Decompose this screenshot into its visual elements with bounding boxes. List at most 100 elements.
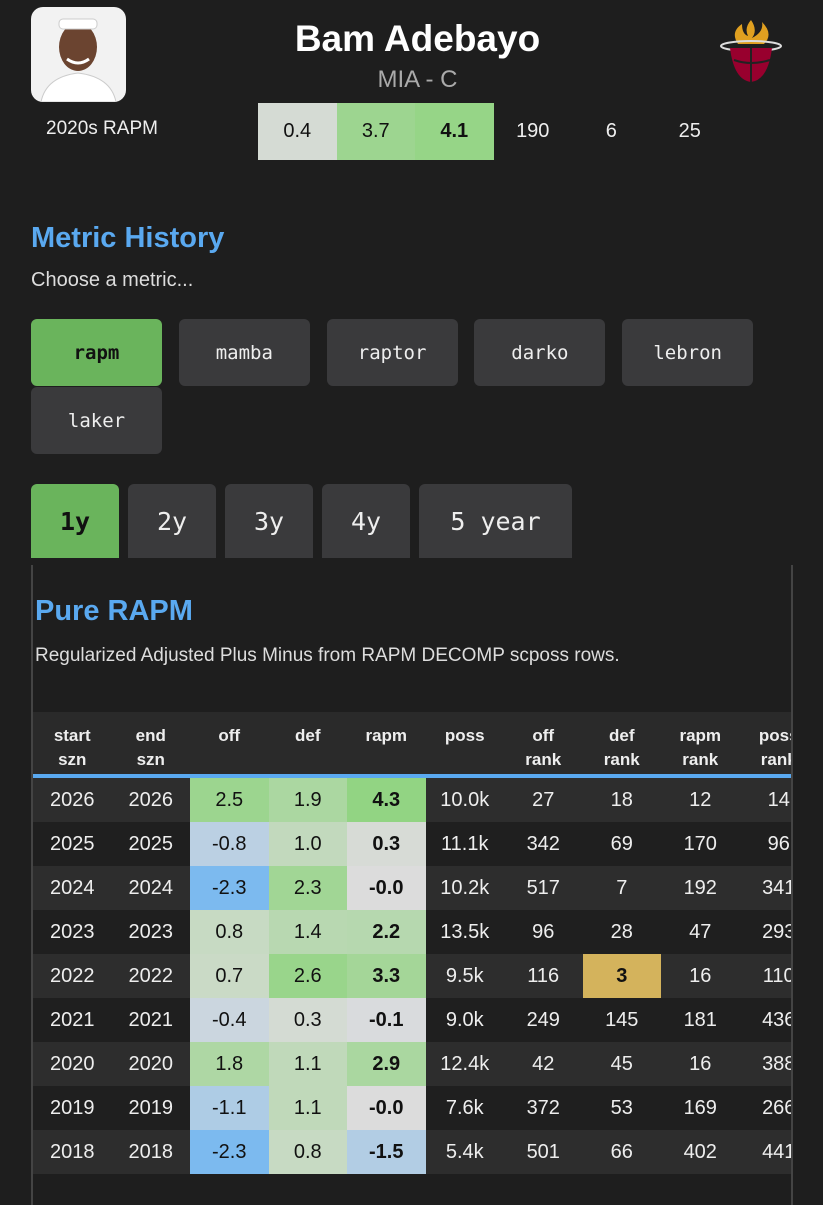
table-cell: 192 [683, 876, 717, 899]
table-cell: 2025 [50, 832, 95, 855]
table-cell: -2.3 [190, 1130, 269, 1174]
header-line: off [218, 726, 241, 745]
period-tab[interactable]: 4y [322, 484, 410, 558]
table-cell: 9.5k [445, 964, 484, 987]
table-cell: -0.8 [190, 822, 269, 866]
header-line: start [53, 726, 91, 745]
table-cell: 27 [532, 788, 555, 811]
table-title: Pure RAPM [35, 595, 193, 627]
table-cell: 266 [762, 1096, 793, 1119]
table-cell: 7.6k [445, 1096, 484, 1119]
header-row: start szn end szn off def rapm poss off rank def ra… [33, 712, 791, 778]
table: start szn end szn off def rapm poss off rank def ra… [33, 712, 793, 1174]
table-row: 2019 2019 -1.1 1.1 -0.0 7.6k 372 53 169 266 [33, 1086, 793, 1130]
table-cell: 2.3 [268, 866, 347, 910]
table-cell: 12 [689, 788, 712, 811]
table-cell: 2022 [128, 964, 174, 987]
column-header: off [190, 712, 269, 774]
table-cell: 53 [610, 1096, 633, 1119]
table-cell: 2019 [50, 1096, 95, 1119]
table-cell: 402 [683, 1140, 717, 1163]
player-name: Bam Adebayo [294, 18, 541, 59]
header-line: off [532, 726, 555, 745]
table-cell: 5.4k [445, 1140, 484, 1163]
table-cell: 2025 [128, 832, 174, 855]
header-line: rank [760, 750, 791, 769]
table-row: 2023 2023 0.8 1.4 2.2 13.5k 96 28 47 293 [33, 910, 793, 954]
table-cell: 2023 [50, 920, 95, 943]
table-cell: 2021 [128, 1008, 174, 1031]
table-cell: 10.2k [440, 876, 490, 899]
period-tab[interactable]: 3y [225, 484, 313, 558]
table-cell: -0.1 [347, 998, 426, 1042]
table-cell: 116 [527, 964, 560, 987]
table-cell: 47 [689, 920, 712, 943]
table-cell: 2026 [50, 788, 95, 811]
table-cell: 2021 [50, 1008, 95, 1031]
summary-cell: 3.7 [336, 103, 415, 160]
summary-cell: 0.4 [258, 103, 337, 160]
metric-button[interactable]: mamba [178, 319, 310, 386]
table-cell: 28 [610, 920, 633, 943]
table-cell: 12.4k [440, 1052, 490, 1075]
header-line: rapm [679, 726, 722, 745]
metric-button[interactable]: rapm [31, 319, 162, 386]
table-cell: 1.1 [268, 1086, 347, 1130]
table-cell: 0.8 [268, 1130, 347, 1174]
column-header: end szn [112, 712, 191, 774]
table-cell: 13.5k [440, 920, 490, 943]
column-header: poss rank [740, 712, 791, 774]
period-tab[interactable]: 1y [31, 484, 119, 558]
header-line: rank [682, 750, 719, 769]
table-row: 2022 2022 0.7 2.6 3.3 9.5k 116 3 16 110 [33, 954, 791, 998]
table-cell: 517 [526, 876, 560, 899]
table-cell: 0.3 [268, 998, 347, 1042]
column-header: def rank [583, 712, 662, 774]
table-row: 2024 2024 -2.3 2.3 -0.0 10.2k 517 7 192 341 [33, 866, 791, 910]
table-cell: 2023 [128, 920, 174, 943]
prompt: Choose a metric... [31, 269, 194, 291]
metric-button[interactable]: laker [31, 387, 162, 454]
table-cell: 372 [526, 1096, 560, 1119]
table-cell: 0.3 [347, 822, 426, 866]
table-cell: 1.9 [268, 778, 347, 822]
summary-label: 2020s RAPM [46, 118, 158, 139]
table-cell: 170 [683, 832, 717, 855]
period-tab[interactable]: 5 year [419, 484, 572, 558]
table-row: 2020 2020 1.8 1.1 2.9 12.4k 42 45 16 388 [33, 1042, 791, 1086]
table-cell: -1.5 [347, 1130, 426, 1174]
table-row: 2025 2025 -0.8 1.0 0.3 11.1k 342 69 170 96 [33, 822, 791, 866]
section-title: Metric History [31, 222, 225, 254]
table-cell: 45 [610, 1052, 633, 1075]
column-header: rapm [347, 712, 426, 774]
table-cell: 501 [526, 1140, 560, 1163]
column-header: off rank [504, 712, 583, 774]
table-cell: 2018 [128, 1140, 174, 1163]
table-cell: 7 [616, 876, 628, 899]
table-cell: 2.9 [347, 1042, 426, 1086]
table-cell: 66 [610, 1140, 633, 1163]
table-cell: 16 [689, 964, 712, 987]
table-cell: -1.1 [190, 1086, 269, 1130]
table-cell: 2.6 [268, 954, 347, 998]
team-position: MIA - C [377, 66, 458, 93]
table-cell: 96 [532, 920, 555, 943]
metric-button[interactable]: raptor [326, 319, 458, 386]
table-cell: 1.8 [190, 1042, 269, 1086]
table-cell: -0.0 [347, 866, 426, 910]
table-cell: 293 [762, 920, 793, 943]
table-cell: 145 [605, 1008, 639, 1031]
table-cell: 169 [683, 1096, 717, 1119]
table-row: 2026 2026 2.5 1.9 4.3 10.0k 27 18 12 14 [33, 778, 791, 822]
table-cell: 10.0k [440, 788, 490, 811]
summary-cell: 4.1 [415, 103, 494, 160]
metric-button[interactable]: darko [474, 319, 606, 386]
table-cell: 2020 [128, 1052, 174, 1075]
metric-button[interactable]: lebron [622, 319, 754, 386]
column-header: rapm rank [661, 712, 740, 774]
table-cell: 4.3 [347, 778, 426, 822]
table-cell: 42 [532, 1052, 555, 1075]
table-row: 2018 2018 -2.3 0.8 -1.5 5.4k 501 66 402 441 [33, 1130, 791, 1174]
period-tab[interactable]: 2y [128, 484, 216, 558]
table-cell: 96 [767, 832, 790, 855]
